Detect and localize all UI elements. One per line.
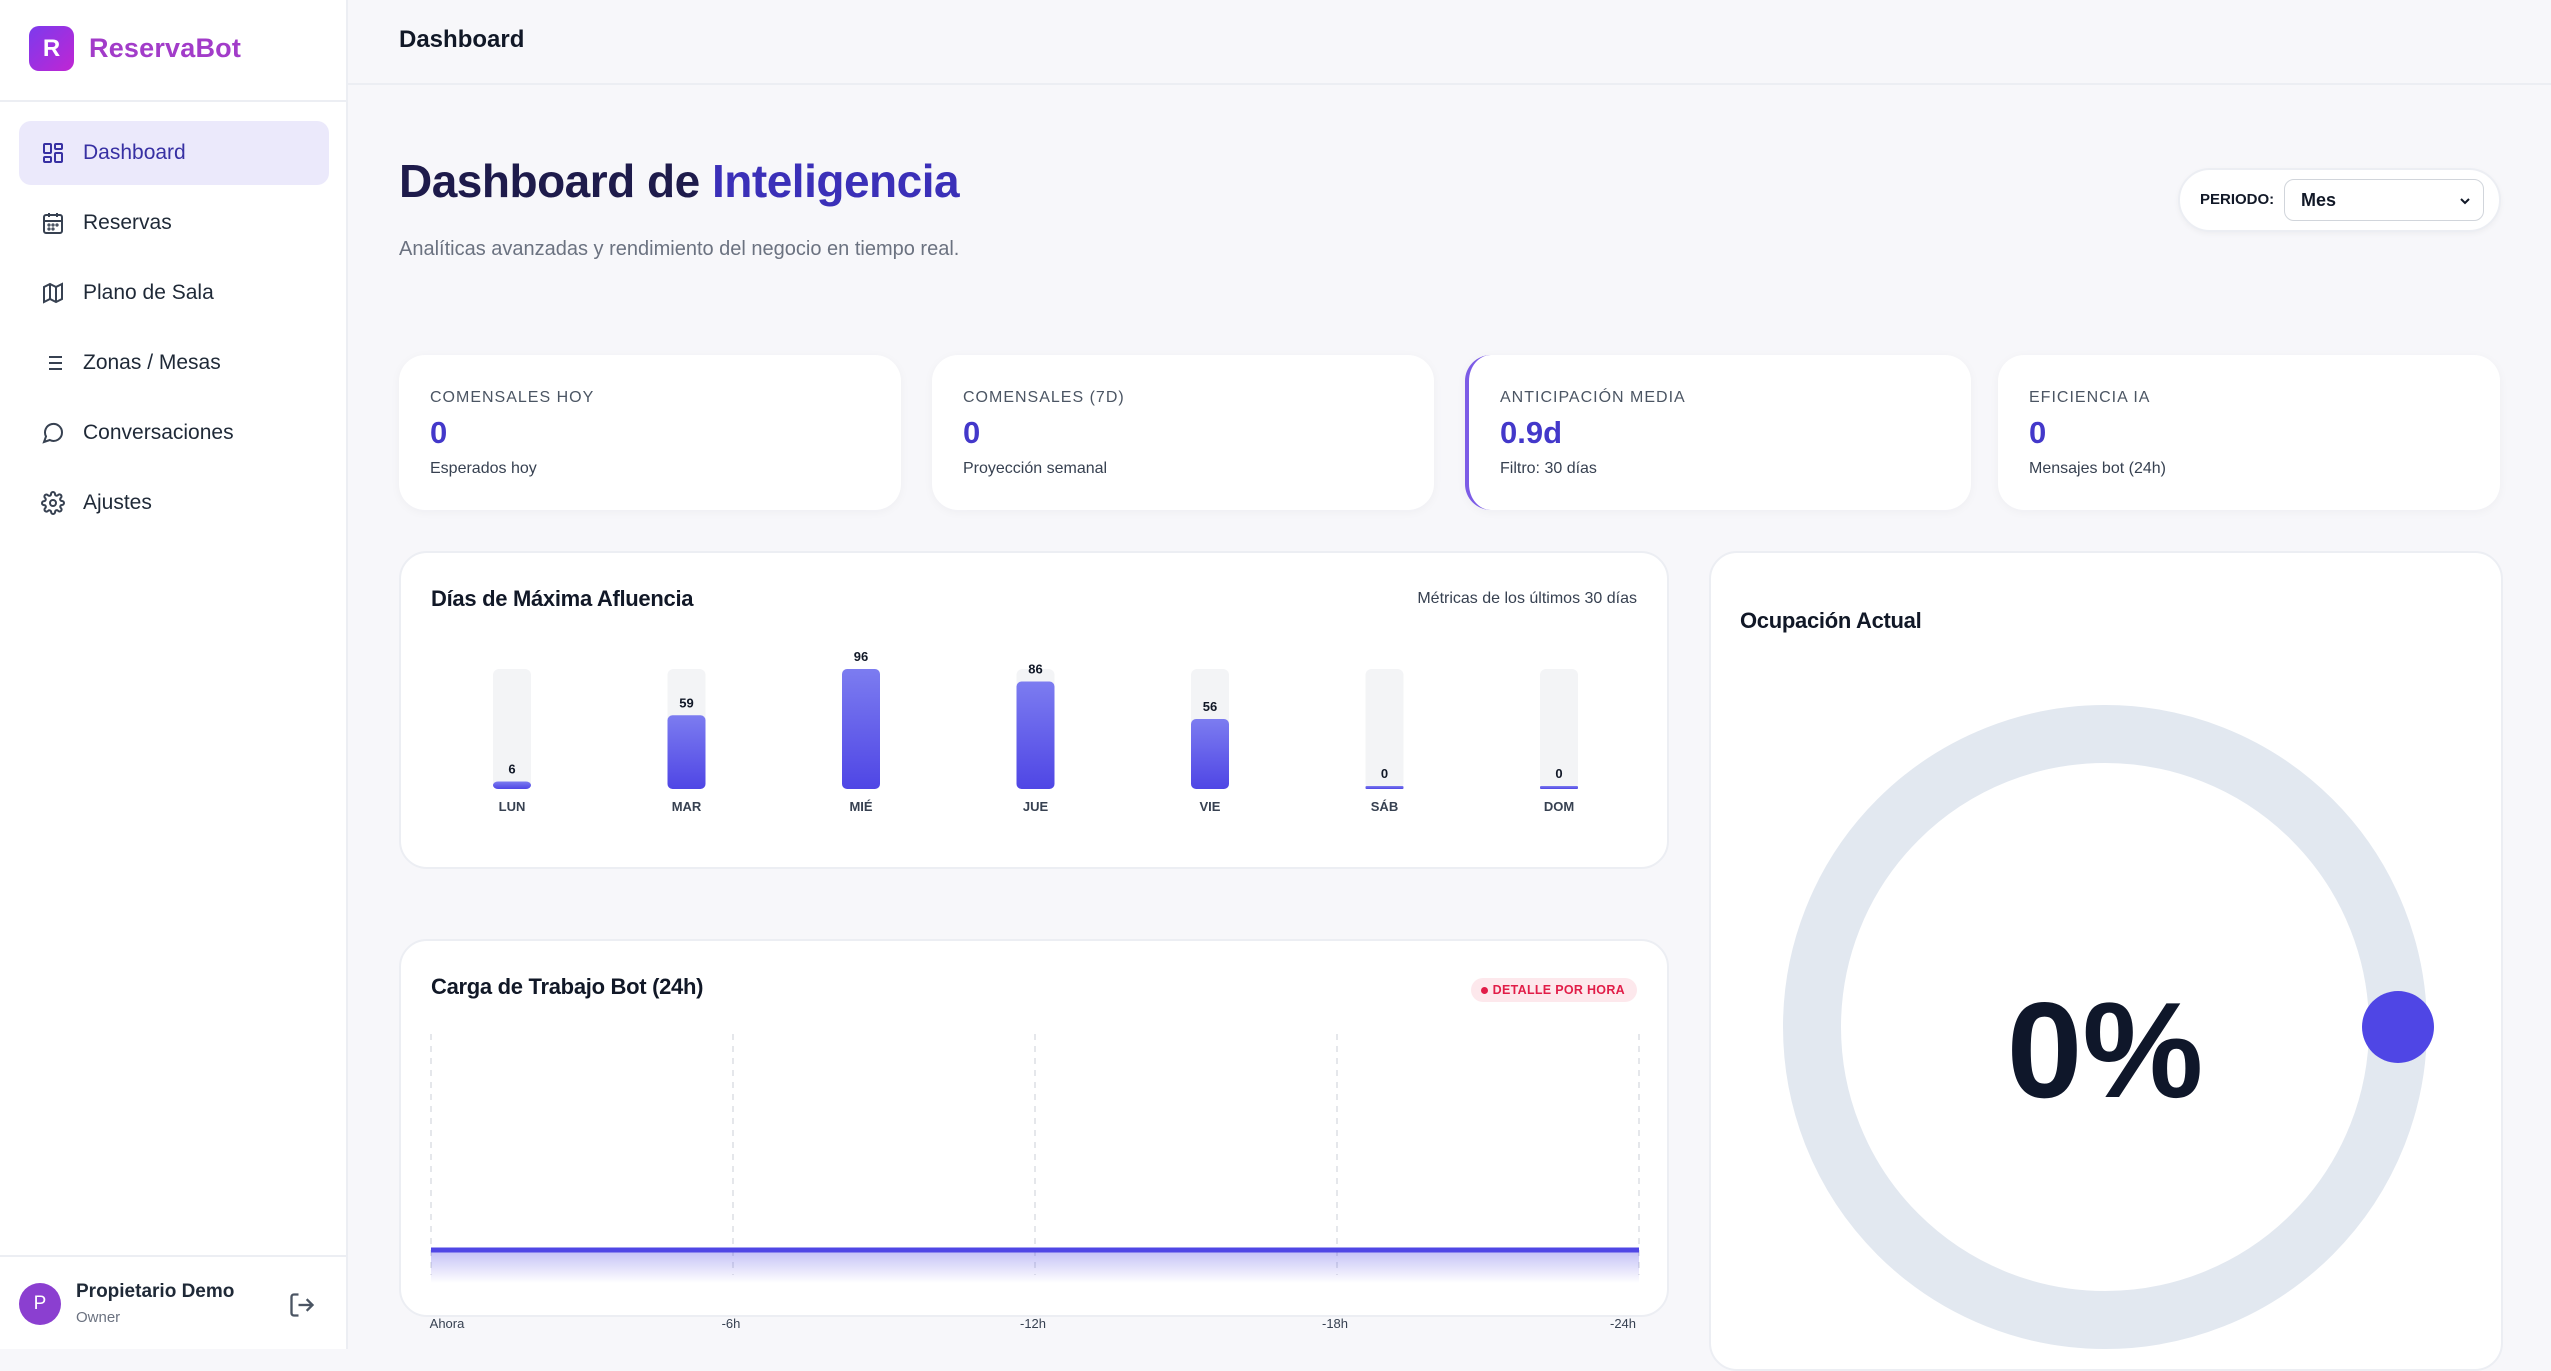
brand-logo: R (29, 26, 74, 71)
stat-value: 0 (963, 415, 981, 450)
x-axis-label: -6h (721, 1316, 741, 1331)
map-icon (43, 282, 63, 304)
peak-days-panel: Días de Máxima Afluencia Métricas de los… (399, 551, 1669, 869)
period-label: PERIODO: (2200, 191, 2275, 208)
bar-jue[interactable] (1016, 681, 1055, 790)
page-title: Dashboard de Inteligencia (399, 154, 960, 208)
x-axis-label: Ahora (429, 1316, 465, 1331)
chevron-down-icon (2460, 198, 2470, 205)
stat-sub: Filtro: 30 días (1500, 460, 1597, 477)
bar-lun[interactable] (493, 781, 531, 790)
sidebar: R ReservaBot Dashboard Reservas Plano de… (0, 0, 348, 1349)
stat-sub: Esperados hoy (430, 460, 537, 477)
peak-days-bar-chart: 6 LUN 59 MAR 96 MIÉ 86 JUE 56 VIE 0 SÁB 0 DOM (493, 649, 1578, 814)
occupancy-panel: Ocupación Actual 0% (1709, 551, 2503, 1371)
page-title-accent: Inteligencia (712, 155, 960, 207)
header-title: Dashboard (399, 26, 525, 53)
bar-value-label: 96 (854, 649, 868, 664)
bar-sáb[interactable] (1365, 786, 1404, 789)
stat-value: 0.9d (1500, 415, 1563, 450)
sidebar-item-label: Ajustes (83, 491, 152, 514)
workload-area (431, 1250, 1639, 1283)
stat-card-eficiencia: EFICIENCIA IA 0 Mensajes bot (24h) (1998, 355, 2500, 510)
bar-category-label: DOM (1544, 799, 1574, 814)
stat-label: COMENSALES (7D) (963, 389, 1125, 406)
list-icon (44, 356, 62, 370)
bar-category-label: LUN (499, 799, 526, 814)
bar-mié[interactable] (842, 669, 880, 789)
stat-card-comensales-7d: COMENSALES (7D) 0 Proyección semanal (932, 355, 1434, 510)
avatar[interactable]: P (19, 1283, 61, 1325)
sidebar-item-dashboard[interactable]: Dashboard (19, 121, 329, 185)
bar-value-label: 0 (1381, 766, 1388, 781)
stat-sub: Mensajes bot (24h) (2029, 460, 2166, 477)
gear-icon (41, 491, 65, 515)
bar-category-label: MIÉ (849, 799, 872, 814)
occupancy-gauge: 0% (1783, 705, 2434, 1349)
sidebar-item-zonas[interactable]: Zonas / Mesas (19, 331, 329, 395)
gauge-knob[interactable] (2362, 991, 2434, 1063)
divider (0, 100, 346, 102)
bar-value-label: 86 (1028, 662, 1042, 677)
stat-label: EFICIENCIA IA (2029, 389, 2151, 406)
chat-bubble-icon (42, 422, 64, 444)
calendar-icon (43, 213, 63, 234)
sidebar-item-label: Conversaciones (83, 421, 234, 444)
stat-value: 0 (2029, 415, 2047, 450)
bot-workload-panel: Carga de Trabajo Bot (24h) DETALLE POR H… (399, 939, 1669, 1317)
x-axis-label: -18h (1321, 1316, 1349, 1331)
user-name: Propietario Demo (76, 1281, 235, 1302)
bot-workload-area-chart (430, 1034, 1640, 1283)
bar-category-label: MAR (672, 799, 702, 814)
stat-value: 0 (430, 415, 448, 450)
period-selected-value: Mes (2301, 190, 2337, 210)
x-axis-label: -12h (1019, 1316, 1047, 1331)
top-header: Dashboard (348, 0, 2551, 85)
bar-value-label: 6 (508, 762, 515, 777)
logout-icon[interactable] (288, 1291, 316, 1319)
dashboard-icon (43, 143, 63, 163)
bar-dom[interactable] (1540, 786, 1578, 789)
bar-value-label: 0 (1555, 766, 1562, 781)
page-title-main: Dashboard de (399, 155, 700, 207)
stat-label: ANTICIPACIÓN MEDIA (1500, 389, 1686, 406)
sidebar-item-label: Plano de Sala (83, 281, 214, 304)
sidebar-item-conversaciones[interactable]: Conversaciones (19, 401, 329, 465)
bar-track (1540, 669, 1578, 789)
stat-card-anticipacion: ANTICIPACIÓN MEDIA 0.9d Filtro: 30 días (1465, 355, 1971, 510)
sidebar-item-label: Dashboard (83, 141, 186, 164)
sidebar-item-label: Zonas / Mesas (83, 351, 221, 374)
user-role: Owner (76, 1309, 121, 1326)
panel-title: Carga de Trabajo Bot (24h) (431, 974, 704, 999)
bar-vie[interactable] (1191, 719, 1229, 789)
bar-category-label: VIE (1200, 799, 1221, 814)
stat-sub: Proyección semanal (963, 460, 1108, 477)
brand[interactable]: R ReservaBot (29, 26, 241, 71)
bar-track (493, 669, 531, 789)
brand-name: ReservaBot (89, 33, 242, 63)
bar-mar[interactable] (667, 715, 706, 789)
panel-title: Ocupación Actual (1740, 608, 1922, 633)
panel-title: Días de Máxima Afluencia (431, 586, 694, 611)
sidebar-item-plano[interactable]: Plano de Sala (19, 261, 329, 325)
sidebar-item-label: Reservas (83, 211, 172, 234)
occupancy-value: 0% (2007, 974, 2204, 1126)
bar-value-label: 56 (1203, 699, 1217, 714)
stat-card-comensales-hoy: COMENSALES HOY 0 Esperados hoy (399, 355, 901, 510)
stat-label: COMENSALES HOY (430, 389, 595, 406)
bar-category-label: JUE (1023, 799, 1049, 814)
page-subtitle: Analíticas avanzadas y rendimiento del n… (399, 238, 960, 260)
x-axis-label: -24h (1609, 1316, 1637, 1331)
sidebar-nav: Dashboard Reservas Plano de Sala Zonas /… (19, 121, 329, 541)
period-filter: PERIODO: Mes (2178, 168, 2501, 232)
panel-note: Métricas de los últimos 30 días (1417, 590, 1637, 607)
sidebar-item-reservas[interactable]: Reservas (19, 191, 329, 255)
bar-value-label: 59 (679, 695, 693, 710)
user-profile: P Propietario Demo Owner (0, 1255, 346, 1349)
sidebar-item-ajustes[interactable]: Ajustes (19, 471, 329, 535)
bar-category-label: SÁB (1371, 799, 1398, 814)
period-select[interactable]: Mes (2284, 179, 2484, 221)
hourly-detail-badge: DETALLE POR HORA (1470, 978, 1637, 1002)
bar-track (1365, 669, 1404, 789)
